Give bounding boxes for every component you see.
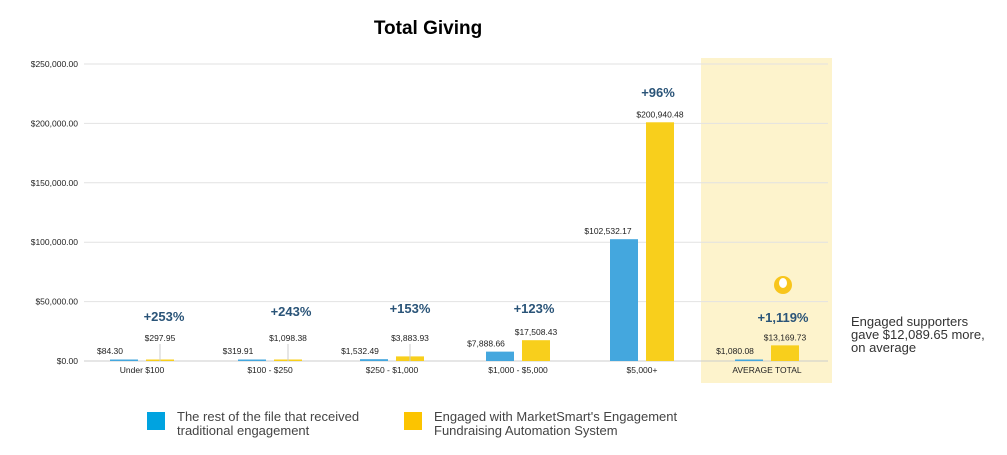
legend-swatch — [147, 412, 165, 430]
bar-traditional — [110, 359, 138, 361]
data-label: $200,940.48 — [636, 109, 684, 119]
x-tick-label: $100 - $250 — [247, 365, 293, 375]
bar-traditional — [238, 359, 266, 361]
increase-label: +243% — [271, 304, 312, 319]
data-label: $17,508.43 — [515, 327, 558, 337]
data-label: $1,080.08 — [716, 346, 754, 356]
y-tick-label: $250,000.00 — [31, 59, 79, 69]
bar-traditional — [735, 359, 763, 361]
legend-swatch — [404, 412, 422, 430]
data-label: $319.91 — [223, 346, 254, 356]
y-tick-label: $200,000.00 — [31, 118, 79, 128]
increase-label: +96% — [641, 85, 675, 100]
data-label: $7,888.66 — [467, 339, 505, 349]
data-label: $84.30 — [97, 346, 123, 356]
bar-traditional — [610, 239, 638, 361]
annotation-text: Engaged supporters gave $12,089.65 more,… — [851, 314, 985, 355]
increase-label: +153% — [390, 301, 431, 316]
increase-label: +123% — [514, 301, 555, 316]
bar-engaged — [771, 345, 799, 361]
data-label: $13,169.73 — [764, 332, 807, 342]
chart-title: Total Giving — [373, 18, 483, 39]
increase-label: +1,119% — [758, 310, 809, 325]
data-label: $3,883.93 — [391, 333, 429, 343]
legend-item-engaged: Engaged with MarketSmart's Engagement Fu… — [404, 410, 724, 438]
data-label: $1,098.38 — [269, 333, 307, 343]
y-tick-label: $0.00 — [57, 356, 79, 366]
data-label: $1,532.49 — [341, 346, 379, 356]
bar-traditional — [360, 359, 388, 361]
data-label: $297.95 — [145, 333, 176, 343]
x-tick-label: Under $100 — [120, 365, 165, 375]
y-tick-label: $150,000.00 — [31, 178, 79, 188]
bar-engaged — [646, 122, 674, 361]
y-tick-label: $100,000.00 — [31, 237, 79, 247]
bar-traditional — [486, 351, 514, 361]
data-label: $102,532.17 — [584, 226, 632, 236]
legend-label: The rest of the file that received tradi… — [177, 409, 360, 438]
highlight-band — [701, 58, 832, 383]
lightbulb-icon-glyph — [779, 278, 787, 288]
x-tick-label: $5,000+ — [627, 365, 658, 375]
y-tick-label: $50,000.00 — [35, 297, 78, 307]
legend-label: Engaged with MarketSmart's Engagement Fu… — [434, 409, 678, 438]
x-tick-label: $1,000 - $5,000 — [488, 365, 548, 375]
bar-engaged — [522, 340, 550, 361]
x-tick-label: AVERAGE TOTAL — [732, 365, 802, 375]
legend-item-traditional: The rest of the file that received tradi… — [147, 410, 377, 438]
x-tick-label: $250 - $1,000 — [366, 365, 419, 375]
increase-label: +253% — [144, 309, 185, 324]
